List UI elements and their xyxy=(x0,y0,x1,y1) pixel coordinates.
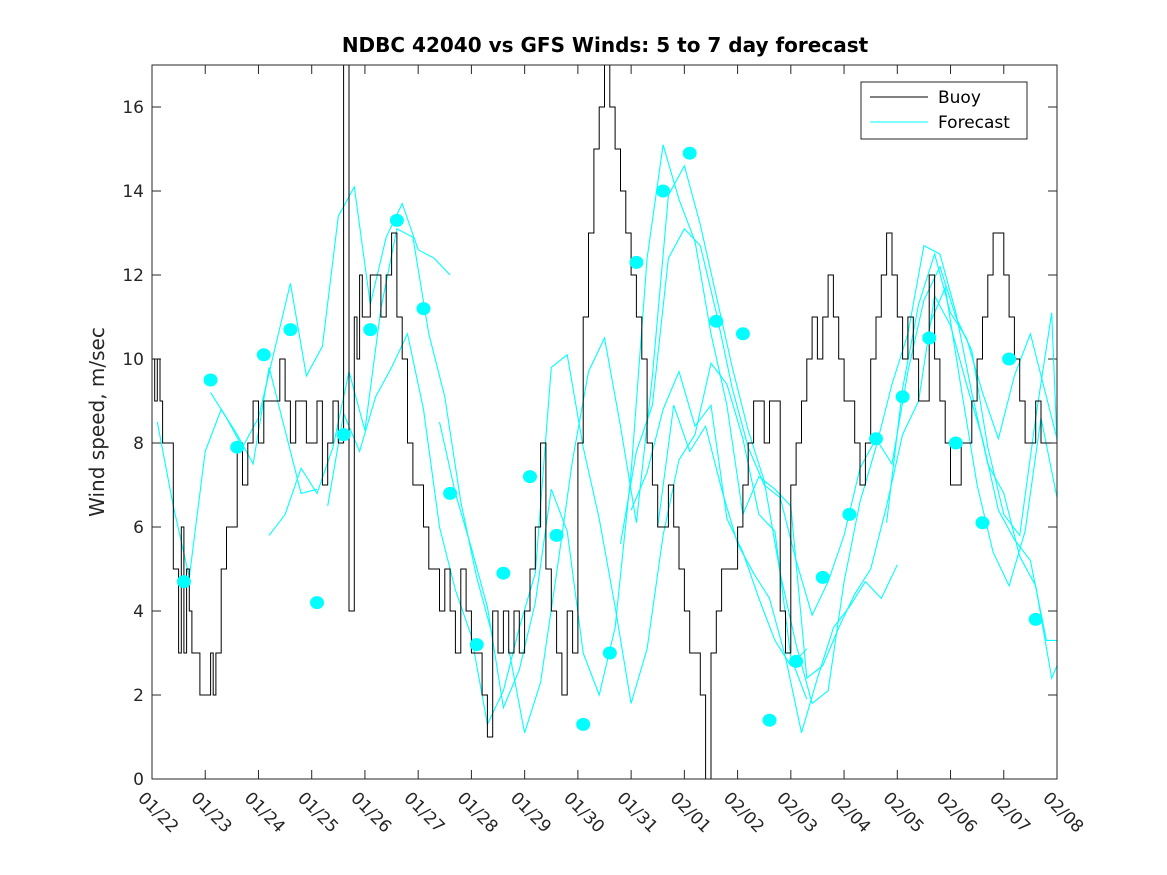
forecast-series-line xyxy=(630,369,808,667)
x-tick-label: 01/23 xyxy=(187,788,236,837)
forecast-point xyxy=(895,390,910,404)
y-tick-label: 2 xyxy=(133,686,144,706)
x-tick-label: 01/26 xyxy=(346,788,395,837)
forecast-point xyxy=(762,713,777,727)
forecast-point xyxy=(576,717,591,731)
x-tick-label: 01/30 xyxy=(559,788,608,837)
forecast-point xyxy=(789,654,804,668)
forecast-point xyxy=(629,255,644,269)
y-tick-label: 14 xyxy=(122,182,144,202)
forecast-point xyxy=(815,570,830,584)
forecast-point xyxy=(176,575,191,589)
forecast-series-line xyxy=(657,405,898,733)
forecast-point xyxy=(948,436,963,450)
forecast-point xyxy=(922,331,937,345)
y-tick-label: 0 xyxy=(133,770,144,790)
x-tick-label: 02/03 xyxy=(772,788,821,837)
forecast-series-line xyxy=(928,285,1057,588)
y-tick-label: 8 xyxy=(133,434,144,454)
legend-forecast-label: Forecast xyxy=(938,113,1010,133)
forecast-point xyxy=(869,432,883,446)
forecast-point xyxy=(203,373,218,387)
legend: Buoy Forecast xyxy=(860,81,1028,140)
forecast-series-line xyxy=(327,332,808,727)
forecast-point xyxy=(735,327,750,341)
forecast-point xyxy=(682,146,697,160)
x-tick-label: 01/29 xyxy=(506,788,555,837)
x-tick-label: 02/06 xyxy=(932,788,981,837)
buoy-line xyxy=(152,65,1052,779)
forecast-point xyxy=(310,596,325,610)
forecast-point xyxy=(602,646,617,660)
x-tick-label: 01/28 xyxy=(453,788,502,837)
forecast-point xyxy=(363,323,378,337)
plot-frame xyxy=(151,64,1058,780)
forecast-point xyxy=(656,184,671,198)
forecast-series-line xyxy=(508,164,1057,733)
forecast-point xyxy=(230,440,245,454)
x-tick-label: 02/05 xyxy=(879,788,928,837)
x-tick-label: 01/24 xyxy=(240,788,289,837)
forecast-series-line xyxy=(210,185,451,449)
x-tick-label: 01/27 xyxy=(400,788,449,837)
y-tick-label: 16 xyxy=(122,98,144,118)
forecast-point xyxy=(1028,612,1043,626)
forecast-point xyxy=(389,213,404,227)
forecast-point xyxy=(1002,352,1017,366)
y-tick-label: 12 xyxy=(122,266,144,286)
chart-title: NDBC 42040 vs GFS Winds: 5 to 7 day fore… xyxy=(342,33,869,57)
y-tick-label: 6 xyxy=(133,518,144,538)
x-tick-label: 02/07 xyxy=(985,788,1034,837)
y-axis-label: Wind speed, m/sec xyxy=(85,327,109,517)
legend-box xyxy=(860,81,1028,140)
y-tick-label: 10 xyxy=(122,350,144,370)
x-tick-label: 02/04 xyxy=(826,788,875,837)
buoy-series-line xyxy=(152,65,1052,779)
forecast-point xyxy=(443,486,458,500)
x-tick-label: 01/25 xyxy=(293,788,342,837)
forecast-points xyxy=(176,146,1043,731)
x-tick-labels: 01/22 01/23 01/24 01/25 01/26 01/27 01/28 01/29… xyxy=(133,788,1087,837)
legend-buoy-label: Buoy xyxy=(938,88,981,108)
forecast-point xyxy=(336,428,351,442)
forecast-point xyxy=(416,302,431,316)
axes-ticks xyxy=(151,65,1058,780)
forecast-point xyxy=(283,323,298,337)
x-tick-label: 01/31 xyxy=(613,788,662,837)
forecast-point xyxy=(496,566,511,580)
forecast-point xyxy=(975,516,990,530)
x-tick-label: 02/08 xyxy=(1038,788,1087,837)
forecast-series-line xyxy=(438,144,1057,710)
forecast-series-line xyxy=(619,227,1057,617)
x-tick-label: 01/22 xyxy=(133,788,182,837)
forecast-point xyxy=(709,314,724,328)
forecast-point xyxy=(469,638,484,652)
y-tick-label: 4 xyxy=(133,602,144,622)
x-tick-label: 02/01 xyxy=(666,788,715,837)
forecast-point xyxy=(522,470,537,484)
forecast-point xyxy=(842,507,857,521)
forecast-point xyxy=(256,348,271,362)
x-tick-label: 02/02 xyxy=(719,788,768,837)
forecast-series-line xyxy=(886,252,1057,523)
y-tick-labels: 0 2 4 6 8 10 12 14 16 xyxy=(122,98,144,790)
forecast-lines xyxy=(156,144,1057,733)
forecast-point xyxy=(549,528,564,542)
